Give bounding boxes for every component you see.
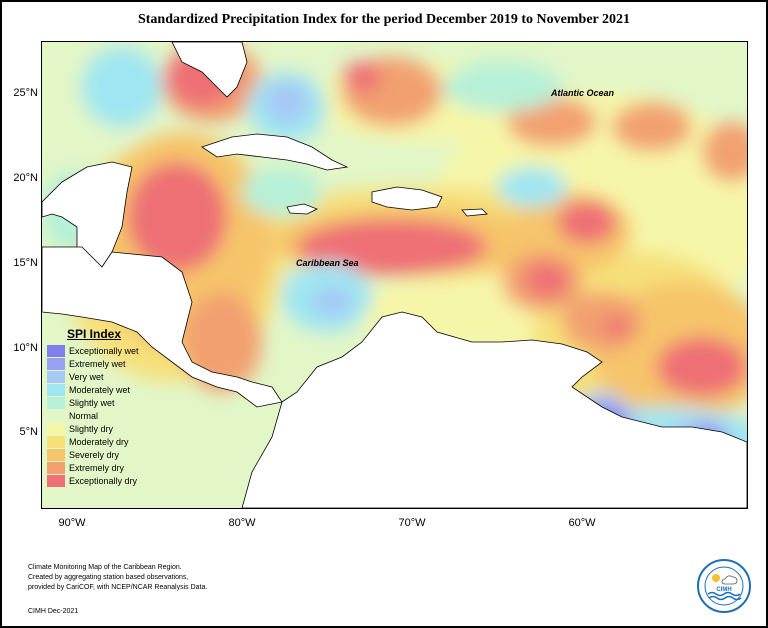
- legend-swatch: [47, 370, 65, 383]
- legend-swatch: [47, 357, 65, 370]
- atlantic-ocean-label: Atlantic Ocean: [551, 88, 615, 98]
- cimh-logo-icon: CIMH: [697, 559, 751, 613]
- footer-line-1: Climate Monitoring Map of the Caribbean …: [28, 564, 182, 571]
- legend-item: Slightly dry: [47, 422, 169, 435]
- legend-item: Extremely wet: [47, 357, 169, 370]
- lat-label-20n: 20°N: [13, 172, 38, 184]
- footer-line-3: provided by CariCOF, with NCEP/NCAR Rean…: [28, 584, 208, 591]
- legend-swatch: [47, 461, 65, 474]
- legend-swatch: [47, 383, 65, 396]
- legend-swatch: [47, 448, 65, 461]
- caribbean-sea-label: Caribbean Sea: [296, 258, 359, 268]
- legend-item: Exceptionally wet: [47, 344, 169, 357]
- lat-label-5n: 5°N: [19, 426, 38, 438]
- legend-item: Moderately dry: [47, 435, 169, 448]
- lat-label-15n: 15°N: [13, 257, 38, 269]
- legend-swatch: [47, 396, 65, 409]
- cimh-logo: CIMH: [696, 558, 752, 614]
- spi-map-canvas: [42, 42, 747, 508]
- land-masses: [42, 42, 747, 508]
- legend-swatch: [47, 474, 65, 487]
- lon-label-80w: 80°W: [228, 517, 256, 529]
- legend-item: Normal: [47, 409, 169, 422]
- legend-swatch: [47, 409, 65, 422]
- lat-label-25n: 25°N: [13, 87, 38, 99]
- legend-item: Extremely dry: [47, 461, 169, 474]
- legend-swatch: [47, 435, 65, 448]
- spi-map: [41, 41, 748, 509]
- legend-swatch: [47, 422, 65, 435]
- footer-line-2: Created by aggregating station based obs…: [28, 574, 189, 581]
- spi-legend: SPI Index Exceptionally wet Extremely we…: [47, 327, 169, 487]
- legend-item: Exceptionally dry: [47, 474, 169, 487]
- footer-credit: CIMH Dec-2021: [28, 608, 79, 615]
- legend-item: Moderately wet: [47, 383, 169, 396]
- legend-item: Very wet: [47, 370, 169, 383]
- legend-swatch: [47, 344, 65, 357]
- lon-label-70w: 70°W: [398, 517, 426, 529]
- map-title: Standardized Precipitation Index for the…: [137, 12, 631, 27]
- lon-label-60w: 60°W: [568, 517, 596, 529]
- legend-item: Slightly wet: [47, 396, 169, 409]
- legend-title: SPI Index: [67, 327, 122, 341]
- legend-item: Severely dry: [47, 448, 169, 461]
- cimh-logo-text: CIMH: [716, 587, 731, 593]
- lon-label-90w: 90°W: [58, 517, 86, 529]
- lat-label-10n: 10°N: [13, 342, 38, 354]
